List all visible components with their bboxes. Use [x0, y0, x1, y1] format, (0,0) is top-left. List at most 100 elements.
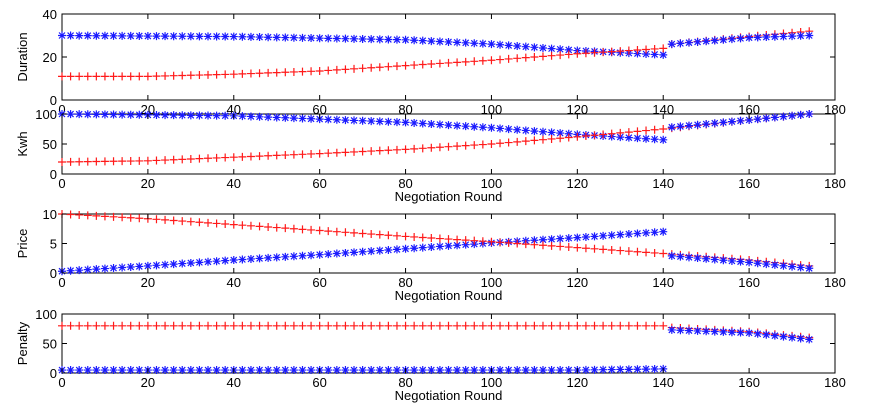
data-point [496, 55, 505, 64]
data-point [178, 111, 187, 120]
data-point [410, 144, 419, 153]
data-point [624, 128, 633, 137]
data-point [332, 249, 341, 258]
data-point [702, 327, 711, 336]
data-point [298, 225, 307, 234]
data-point [590, 48, 599, 57]
data-point [453, 321, 462, 330]
data-point [616, 230, 625, 239]
data-point [427, 37, 436, 46]
data-point [195, 32, 204, 41]
y-tick-label: 0 [50, 366, 57, 381]
data-point [255, 321, 264, 330]
data-point [564, 321, 573, 330]
data-point [693, 37, 702, 46]
data-point [307, 34, 316, 43]
data-point [161, 260, 170, 269]
data-point [418, 119, 427, 128]
data-point [633, 229, 642, 238]
x-tick-label: 160 [738, 275, 760, 290]
data-point [83, 265, 92, 274]
data-point [367, 63, 376, 72]
data-point [581, 132, 590, 141]
data-point [444, 241, 453, 250]
data-point [195, 111, 204, 120]
data-point [538, 135, 547, 144]
data-point [667, 123, 676, 132]
data-point [435, 59, 444, 68]
data-point [556, 134, 565, 143]
data-point [281, 68, 290, 77]
data-point [633, 365, 642, 374]
x-tick-label: 20 [141, 275, 155, 290]
y-tick-label: 5 [50, 237, 57, 252]
data-point [496, 40, 505, 49]
x-axis-label: Negotiation Round [395, 388, 503, 403]
data-point [770, 260, 779, 269]
data-point [418, 60, 427, 69]
data-point [642, 49, 651, 58]
data-point [204, 154, 213, 163]
data-point [410, 118, 419, 127]
data-point [487, 40, 496, 49]
data-point [109, 212, 118, 221]
data-point [659, 249, 668, 258]
data-point [143, 321, 152, 330]
data-point [375, 246, 384, 255]
data-point [152, 110, 161, 119]
data-point [161, 71, 170, 80]
series-group [58, 110, 814, 166]
data-point [229, 220, 238, 229]
data-point [204, 111, 213, 120]
data-point [710, 36, 719, 45]
x-tick-label: 20 [141, 176, 155, 191]
data-point [100, 157, 109, 166]
data-point [66, 31, 75, 40]
data-point [762, 330, 771, 339]
data-point [461, 321, 470, 330]
data-point [298, 67, 307, 76]
data-point [332, 65, 341, 74]
data-point [66, 157, 75, 166]
data-point [779, 112, 788, 121]
data-point [461, 57, 470, 66]
y-tick-label: 100 [35, 107, 57, 122]
data-point [238, 321, 247, 330]
data-point [556, 45, 565, 54]
data-point [788, 111, 797, 120]
data-point [298, 150, 307, 159]
data-point [745, 258, 754, 267]
data-point [616, 128, 625, 137]
data-point [410, 61, 419, 70]
data-point [367, 366, 376, 375]
data-point [92, 72, 101, 81]
data-point [289, 33, 298, 42]
data-point [178, 32, 187, 41]
data-point [633, 46, 642, 55]
data-point [513, 54, 522, 63]
data-point [186, 321, 195, 330]
data-point [410, 36, 419, 45]
data-point [487, 123, 496, 132]
y-tick-label: 0 [50, 167, 57, 182]
x-tick-label: 40 [227, 375, 241, 390]
data-point [195, 366, 204, 375]
data-point [521, 53, 530, 62]
data-point [281, 33, 290, 42]
data-point [633, 247, 642, 256]
data-point [186, 217, 195, 226]
data-point [616, 365, 625, 374]
data-point [118, 366, 127, 375]
data-point [178, 259, 187, 268]
data-point [599, 321, 608, 330]
data-point [92, 321, 101, 330]
data-point [650, 364, 659, 373]
data-point [186, 258, 195, 267]
data-point [401, 321, 410, 330]
data-point [504, 41, 513, 50]
data-point [547, 321, 556, 330]
data-point [221, 366, 230, 375]
data-point [83, 366, 92, 375]
data-point [650, 135, 659, 144]
